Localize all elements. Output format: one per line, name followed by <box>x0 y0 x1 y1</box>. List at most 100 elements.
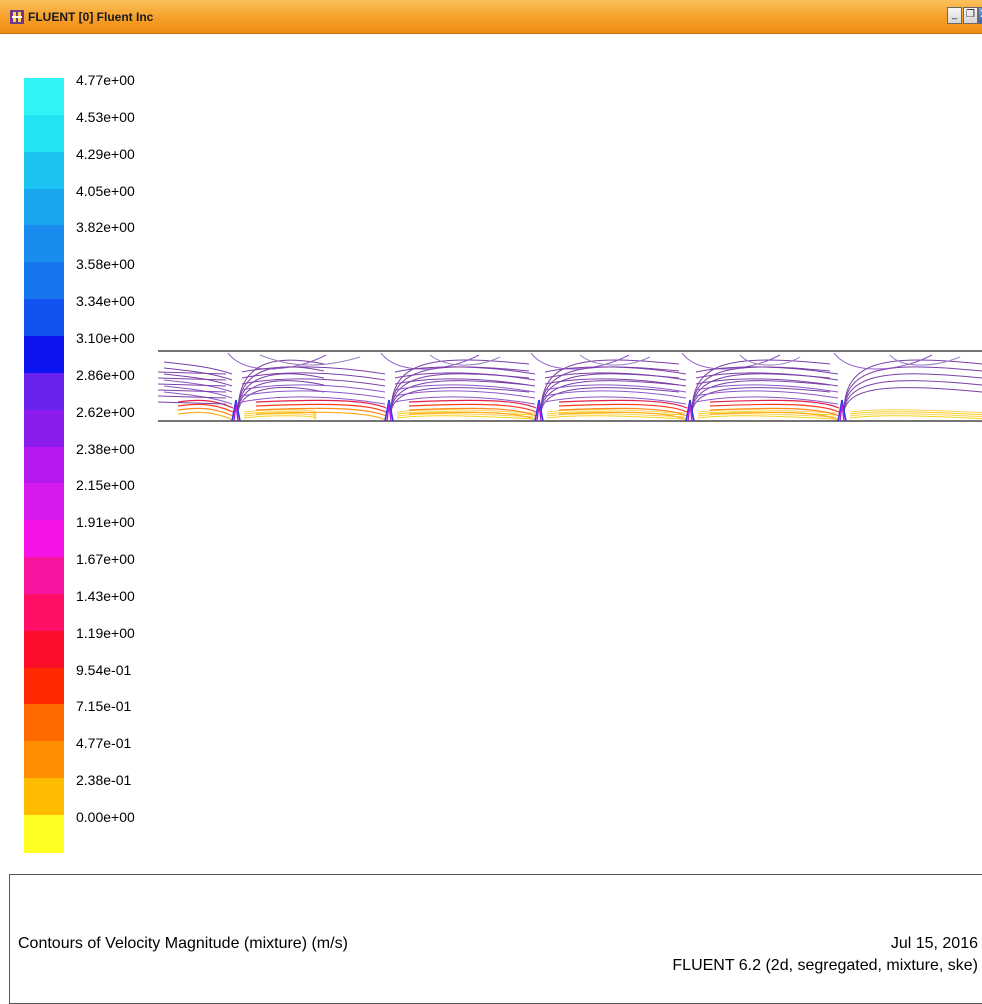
legend-swatch <box>24 299 64 338</box>
legend-tick-label: 3.58e+00 <box>76 256 135 273</box>
contour-line <box>695 378 839 387</box>
velocity-contours <box>157 352 982 422</box>
contour-line <box>163 361 233 375</box>
plot-date: Jul 15, 2016 <box>890 935 978 952</box>
contour-line <box>558 403 688 413</box>
contour-line <box>177 411 234 421</box>
contour-line <box>408 407 537 417</box>
contour-line <box>227 352 327 370</box>
contour-line <box>255 399 387 409</box>
contour-line <box>691 380 831 418</box>
contour-line <box>687 403 693 422</box>
contour-line <box>157 389 227 393</box>
contour-line <box>177 407 234 417</box>
contour-line <box>396 415 536 420</box>
contour-line <box>396 409 536 414</box>
contour-line <box>394 378 536 387</box>
contour-line <box>163 373 233 387</box>
contour-line <box>394 384 536 393</box>
contour-line <box>396 413 536 418</box>
legend-swatch <box>24 483 64 522</box>
legend-tick-label: 3.10e+00 <box>76 329 135 346</box>
contour-line <box>380 352 480 370</box>
solver-version: FLUENT 6.2 (2d, segregated, mixture, ske… <box>672 957 978 974</box>
contour-line <box>255 407 387 417</box>
contour-line <box>255 411 387 421</box>
legend-tick-label: 3.82e+00 <box>76 219 135 236</box>
legend-swatch <box>24 630 64 669</box>
contour-line <box>685 399 695 422</box>
contour-line <box>408 411 537 421</box>
contour-line <box>396 411 536 416</box>
contour-line <box>384 399 394 422</box>
contour-line <box>408 403 537 413</box>
legend-swatch <box>24 372 64 411</box>
legend-swatch <box>24 335 64 374</box>
contour-line <box>233 403 239 422</box>
contour-line <box>157 395 227 399</box>
legend-tick-label: 1.91e+00 <box>76 514 135 531</box>
legend-tick-label: 4.53e+00 <box>76 108 135 125</box>
contour-line <box>243 415 317 420</box>
contour-line <box>709 403 840 413</box>
contour-line <box>558 411 688 421</box>
window-title: FLUENT [0] Fluent Inc <box>28 10 154 24</box>
contour-line <box>889 354 961 366</box>
contour-line <box>237 387 325 418</box>
contour-line <box>241 372 386 381</box>
contour-line <box>243 413 317 418</box>
contour-line <box>177 399 234 409</box>
legend-tick-label: 1.19e+00 <box>76 624 135 641</box>
title-bar: FLUENT [0] Fluent Inc _ ❐ X <box>0 0 982 34</box>
minimize-button[interactable]: _ <box>947 7 962 24</box>
contour-line <box>695 384 839 393</box>
legend-swatch <box>24 557 64 596</box>
contour-line <box>259 354 361 366</box>
contour-line <box>697 413 837 418</box>
contour-line <box>691 387 831 418</box>
legend-tick-label: 4.29e+00 <box>76 145 135 162</box>
contour-line <box>177 403 234 413</box>
contour-line <box>544 372 687 381</box>
legend-swatch <box>24 778 64 817</box>
legend-tick-label: 2.62e+00 <box>76 403 135 420</box>
contour-line <box>849 413 982 418</box>
legend-tick-label: 0.00e+00 <box>76 809 135 825</box>
domain-outline <box>158 350 982 422</box>
contour-line <box>241 384 386 393</box>
legend-swatch <box>24 114 64 153</box>
contour-line <box>157 371 227 375</box>
legend-tick-label: 9.54e-01 <box>76 661 132 678</box>
contour-line <box>390 387 530 418</box>
contour-line <box>394 396 536 405</box>
contour-line <box>709 411 840 421</box>
contour-line <box>544 378 687 387</box>
contour-line <box>163 391 233 405</box>
legend-tick-label: 2.38e+00 <box>76 440 135 457</box>
legend-tick-label: 7.15e-01 <box>76 698 132 715</box>
legend-tick-label: 4.77e-01 <box>76 735 132 752</box>
contour-line <box>546 409 686 414</box>
contour-line <box>534 399 544 422</box>
fluent-app-icon[interactable] <box>10 10 24 24</box>
legend-swatch <box>24 78 64 116</box>
legend-tick-label: 1.43e+00 <box>76 587 135 604</box>
contour-line <box>394 390 536 399</box>
contour-line <box>536 403 542 422</box>
contour-line <box>163 385 233 399</box>
contour-line <box>157 383 227 387</box>
contour-line <box>558 399 688 409</box>
contour-line <box>241 390 386 399</box>
legend-swatch <box>24 741 64 780</box>
legend-swatch <box>24 409 64 448</box>
plot-info-panel <box>9 874 982 1004</box>
legend-swatch <box>24 262 64 301</box>
maximize-button[interactable]: ❐ <box>963 7 978 24</box>
legend-swatch <box>24 151 64 190</box>
legend-tick-label: 1.67e+00 <box>76 551 135 568</box>
contour-line <box>544 384 687 393</box>
contour-line <box>544 366 687 375</box>
close-button[interactable]: X <box>978 7 982 24</box>
legend-tick-label: 4.77e+00 <box>76 72 135 88</box>
contour-line <box>394 372 536 381</box>
